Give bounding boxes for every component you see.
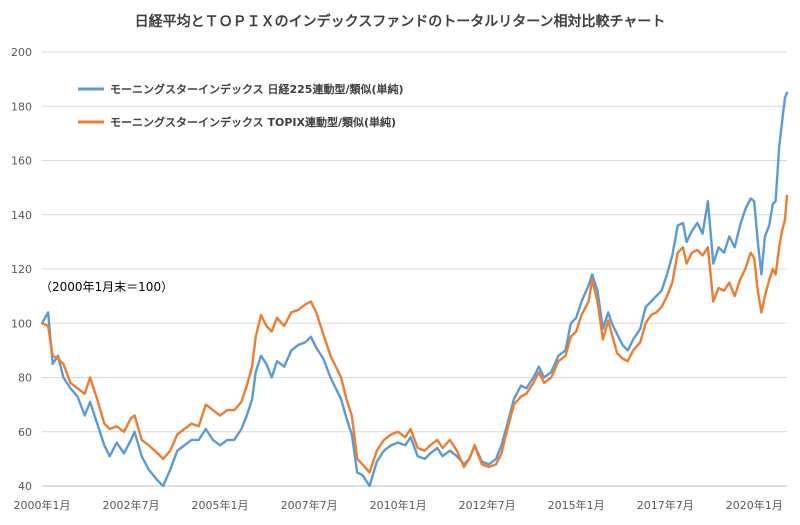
y-axis-tick-labels: 40 60 80 100 120 140 160 180 200 [11,46,32,493]
legend: モーニングスターインデックス 日経225連動型/類似(単純) モーニングスターイン… [78,82,404,129]
x-tick-label: 2002年7月 [103,498,160,512]
x-tick-label: 2020年1月 [726,498,783,512]
series-line-2 [40,194,789,474]
x-tick-label: 2015年1月 [548,498,605,512]
y-tick-label: 120 [11,263,32,276]
y-tick-label: 80 [18,372,32,385]
x-tick-label: 2005年1月 [192,498,249,512]
legend-label-1: モーニングスターインデックス 日経225連動型/類似(単純) [110,82,404,96]
y-tick-label: 140 [11,209,32,222]
chart-title: 日経平均とＴＯＰＩＸのインデックスファンドのトータルリターン相対比較チャート [135,13,666,30]
y-tick-label: 60 [18,426,32,439]
x-tick-label: 2012年7月 [459,498,516,512]
series-line-1 [40,91,789,488]
x-tick-label: 2017年7月 [637,498,694,512]
y-tick-label: 40 [18,480,32,493]
x-tick-label: 2007年7月 [281,498,338,512]
legend-label-2: モーニングスターインデックス TOPIX連動型/類似(単純) [110,115,396,129]
gridlines [42,51,787,433]
y-tick-label: 100 [11,317,32,330]
y-tick-label: 180 [11,100,32,113]
y-tick-label: 200 [11,46,32,59]
x-tick-label: 2010年1月 [370,498,427,512]
y-tick-label: 160 [11,155,32,168]
series-lines [40,91,789,488]
baseline-annotation: （2000年1月末＝100） [40,280,173,294]
x-axis-tick-labels: 2000年1月 2002年7月 2005年1月 2007年7月 2010年1月 2012年… [14,498,783,512]
x-tick-label: 2000年1月 [14,498,71,512]
